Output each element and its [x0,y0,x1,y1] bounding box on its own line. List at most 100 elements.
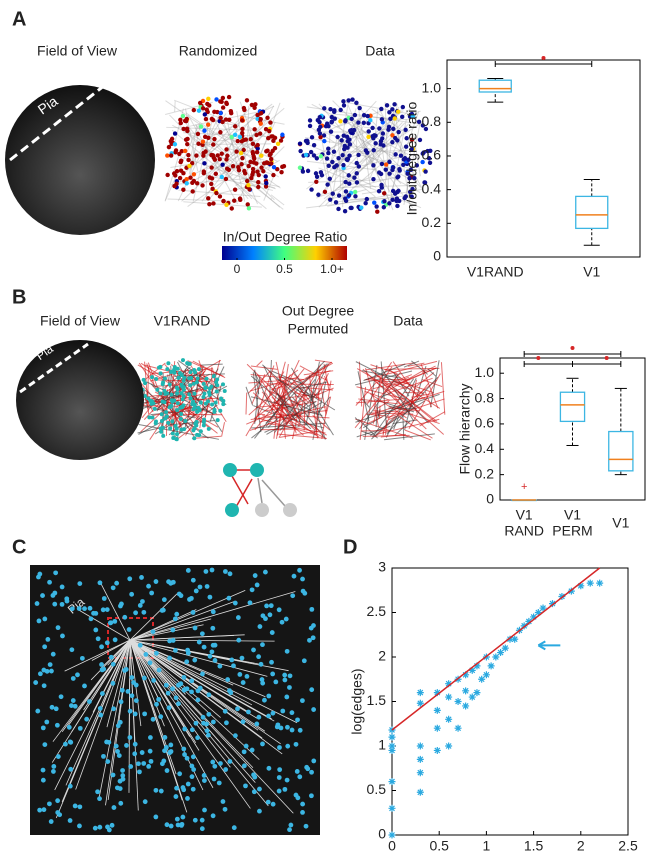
cell [164,822,170,828]
point [492,653,500,661]
cell [270,671,276,677]
edge [372,385,383,390]
node [342,209,348,214]
node [420,159,425,165]
edge [394,379,441,409]
edge [276,391,287,436]
edge [129,639,136,743]
edge [129,639,251,809]
edge [337,109,384,128]
x-tick-label: V1 [516,507,533,523]
cell [178,593,184,599]
edge [231,107,285,154]
cell [277,767,283,773]
cell [55,625,61,631]
node [181,385,186,390]
cell [289,727,295,733]
edge [129,639,231,661]
node [158,391,163,396]
point [487,662,495,670]
cell [207,653,213,659]
node [219,99,224,105]
node [215,418,220,423]
node [250,170,256,175]
node [341,103,347,108]
node [186,157,191,163]
image-title: Permuted [288,321,349,337]
node [201,381,206,386]
edge [250,365,278,370]
node [326,146,331,151]
y-axis-label: log(edges) [349,668,365,734]
cell [190,754,196,760]
cell [58,694,64,700]
cell [222,806,228,812]
cell [93,627,99,633]
node [198,400,203,405]
edge [315,372,329,399]
cell [202,778,207,784]
node [255,142,260,148]
point [454,724,462,732]
cell [51,769,56,774]
cell [196,639,202,645]
edge [129,624,204,641]
node [160,425,165,430]
node [336,155,341,161]
node [211,142,216,147]
node [269,161,274,166]
cell [77,725,83,731]
node [181,187,186,192]
field-of-view [16,340,144,460]
node [173,173,178,178]
node [202,391,207,396]
edge [252,196,267,210]
cell [274,724,280,730]
node [232,124,238,129]
cell [203,569,209,574]
edge [215,121,233,157]
edge [380,367,415,422]
cell [193,720,199,726]
node [187,392,192,397]
edge [416,372,435,387]
node [174,168,180,174]
cell [53,706,59,712]
node [325,182,330,187]
node [167,382,172,387]
edge [427,368,437,377]
cell [210,813,216,819]
node [272,135,278,141]
cell [311,707,317,712]
cell [69,647,75,653]
x-tick-label: V1 [564,507,581,523]
node [343,189,349,194]
node [146,396,151,401]
edge [90,639,131,681]
edge [362,434,410,437]
edge [392,367,437,387]
cell [251,789,257,795]
node [175,391,180,396]
node [214,97,219,102]
colorbar-tick-label: 1.0+ [320,262,344,276]
node [178,120,183,126]
node [188,383,193,388]
x-tick-label: 1 [483,838,491,853]
cell [184,755,190,761]
cell [297,567,302,573]
node [324,156,330,161]
cell [181,787,187,793]
cell [276,607,282,613]
cell [310,635,316,641]
node [198,124,204,129]
node [222,389,227,394]
node [238,150,244,156]
cell [117,778,123,784]
node [395,109,401,114]
cell [99,691,105,696]
edge [370,364,398,375]
node [188,175,193,180]
arrow [537,640,561,651]
x-tick-label: 0.5 [429,838,449,853]
